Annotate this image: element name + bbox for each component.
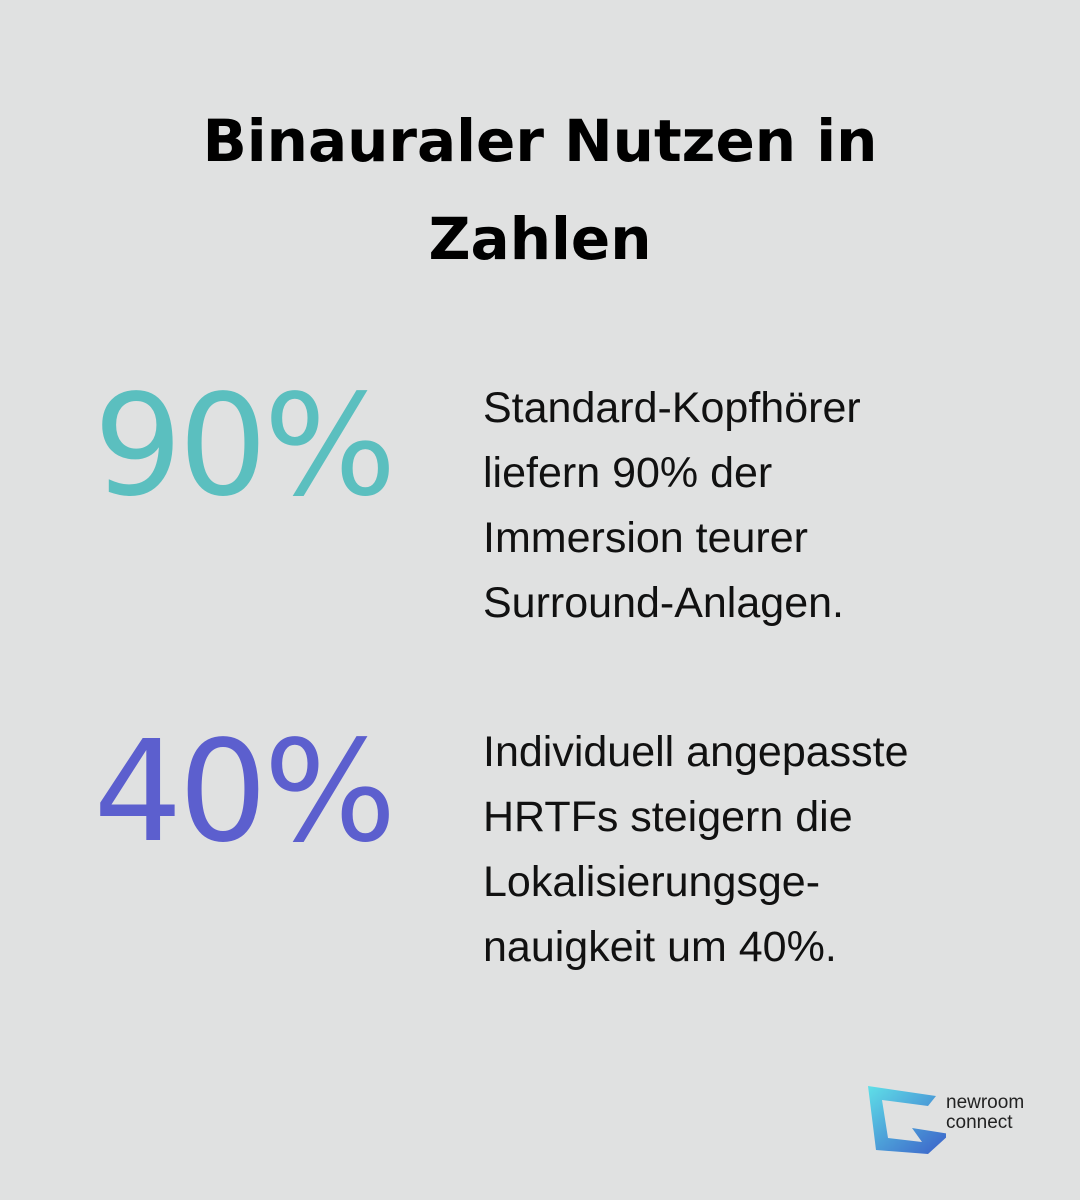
text-line: HRTFs steigern die: [483, 793, 853, 841]
title: Zahlen: [428, 205, 652, 273]
stat-value: 40%: [93, 711, 396, 874]
stat-description: Standard-Kopfhörer liefern 90% der Immer…: [483, 376, 861, 636]
stat-value: 90%: [93, 365, 396, 528]
title: Binauraler Nutzen in: [202, 107, 878, 175]
logo-text: connect: [946, 1112, 1013, 1133]
text-line: Immersion teurer: [483, 514, 808, 562]
text-line: liefern 90% der: [483, 449, 773, 497]
logo-icon: [868, 1086, 946, 1154]
text-line: Standard-Kopfhörer: [483, 384, 861, 432]
text-line: Lokalisierungsge-: [483, 858, 821, 906]
text-line: Surround-Anlagen.: [483, 579, 844, 627]
stat-description: Individuell angepasste HRTFs steigern di…: [483, 720, 909, 980]
text-line: nauigkeit um 40%.: [483, 923, 837, 971]
text-line: Individuell angepasste: [483, 728, 909, 776]
logo-text: newroom: [946, 1092, 1025, 1113]
